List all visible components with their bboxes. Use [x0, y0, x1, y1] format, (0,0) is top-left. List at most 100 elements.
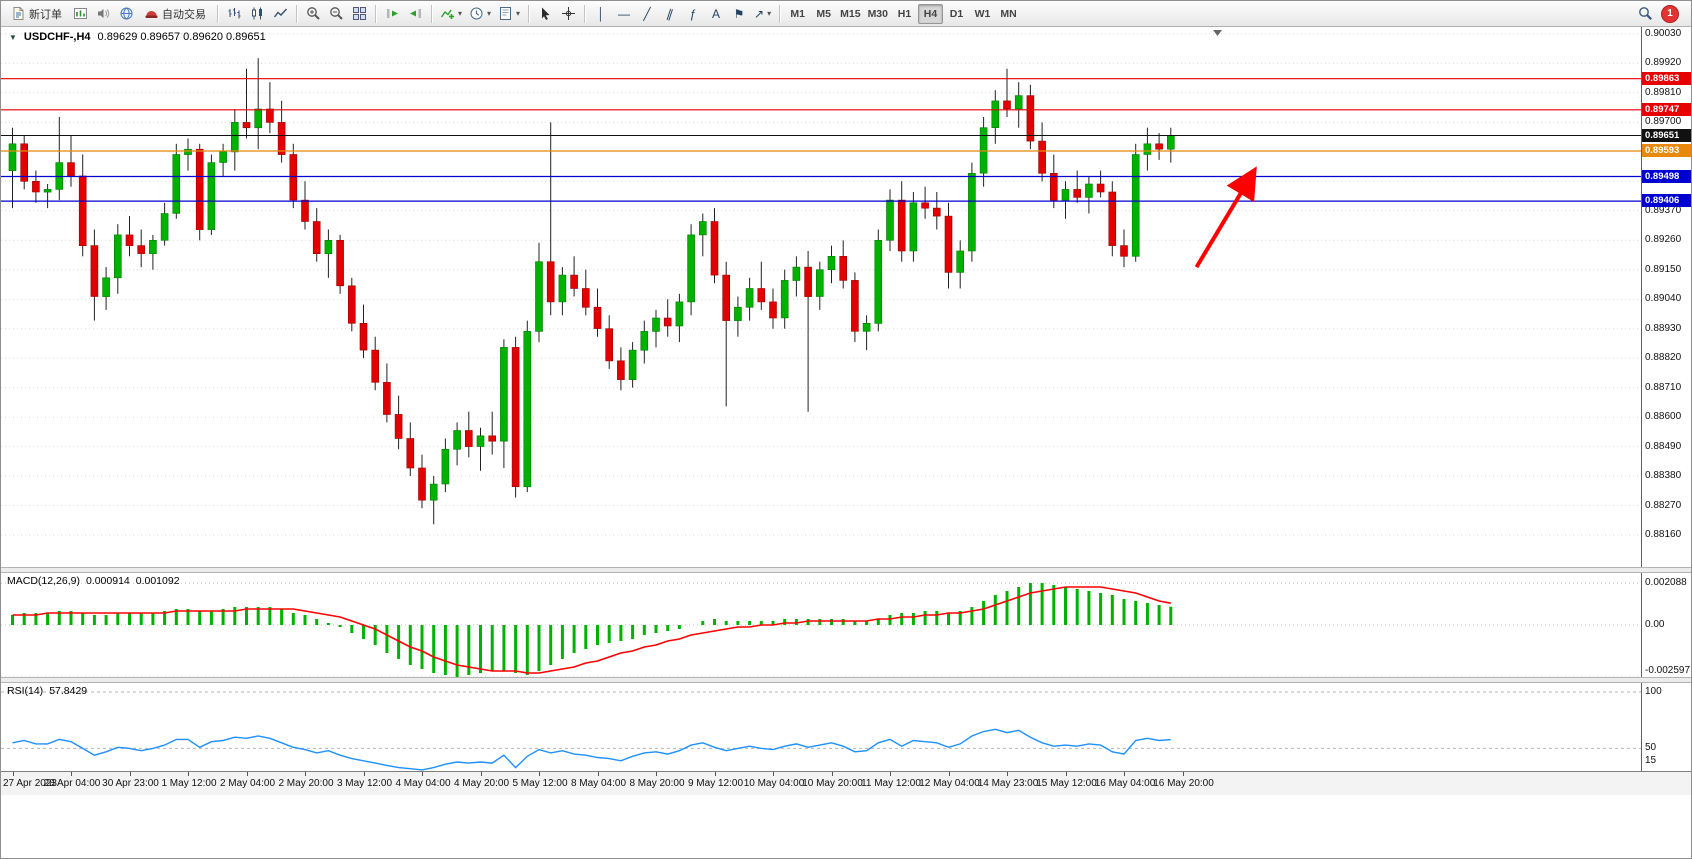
- sound-button[interactable]: [92, 4, 114, 24]
- periods-button[interactable]: ▾: [466, 4, 494, 24]
- tab-timeframe-w1[interactable]: W1: [974, 7, 991, 20]
- autotrading-button[interactable]: 自动交易: [138, 4, 212, 24]
- indicators-button[interactable]: ▾: [437, 4, 465, 24]
- zoom-in-button[interactable]: [302, 4, 324, 24]
- time-axis-tick: [714, 772, 716, 776]
- macd-axis-label: 0.002088: [1645, 577, 1687, 589]
- bar-chart-button[interactable]: [223, 4, 245, 24]
- time-axis-label: 11 May 12:00: [861, 778, 921, 789]
- time-axis-label: 4 May 04:00: [395, 778, 451, 789]
- panel-splitter[interactable]: [1, 567, 1691, 573]
- zoom-out-button[interactable]: [325, 4, 347, 24]
- notification-badge[interactable]: 1: [1661, 4, 1679, 23]
- time-axis-tick: [1007, 772, 1008, 776]
- price-level-tag: 0.89747: [1642, 102, 1691, 116]
- community-button[interactable]: [115, 4, 137, 24]
- chart-title: ▼ USDCHF-,H4 0.89629 0.89657 0.89620 0.8…: [9, 31, 266, 43]
- candlestick-plot[interactable]: [1, 27, 1641, 567]
- chart-shift-button[interactable]: [404, 4, 426, 24]
- tab-timeframe-d1[interactable]: D1: [949, 7, 964, 20]
- time-axis-label: 1 May 12:00: [161, 778, 217, 789]
- charts-button[interactable]: [69, 4, 91, 24]
- fibonacci-button[interactable]: ƒ: [682, 4, 704, 24]
- new-order-label: 新订单: [29, 8, 62, 21]
- rsi-panel[interactable]: RSI(14) 57.8429: [1, 683, 1641, 771]
- label-flag-icon: ⚑: [733, 6, 745, 21]
- auto-scroll-icon: [386, 9, 398, 18]
- channel-button[interactable]: ∥: [659, 4, 681, 24]
- chart-shift-marker[interactable]: [1213, 30, 1222, 36]
- price-axis-label: 0.89150: [1645, 263, 1682, 275]
- time-axis[interactable]: 27 Apr 2023 28 Apr 04:00 30 Apr 23:00 1 May…: [1, 771, 1691, 795]
- label-button[interactable]: ⚑: [728, 4, 750, 24]
- time-axis-tick: [1182, 772, 1184, 776]
- macd-plot[interactable]: [1, 573, 1641, 677]
- tab-timeframe-m1[interactable]: M1: [790, 7, 805, 20]
- fibonacci-icon: ƒ: [689, 6, 697, 21]
- chevron-down-icon: ▾: [458, 8, 463, 18]
- time-axis-label: 10 May 04:00: [743, 778, 805, 789]
- arrows-button[interactable]: ↗ ▾: [751, 4, 774, 24]
- time-axis-tick: [1065, 772, 1067, 776]
- time-axis-tick: [363, 772, 365, 776]
- main-chart-panel[interactable]: ▼ USDCHF-,H4 0.89629 0.89657 0.89620 0.8…: [1, 27, 1641, 567]
- crosshair-button[interactable]: [557, 4, 579, 24]
- price-axis-label: 0.89040: [1645, 293, 1682, 305]
- price-axis-label: 0.89810: [1645, 86, 1682, 98]
- time-axis-label: 3 May 12:00: [336, 778, 393, 789]
- price-axis-label: 0.88380: [1645, 470, 1682, 481]
- price-axis[interactable]: 0.900300.899200.898100.897000.895900.894…: [1641, 27, 1691, 771]
- templates-button[interactable]: ▾: [495, 4, 523, 24]
- tab-timeframe-m15[interactable]: M15: [840, 7, 861, 20]
- cursor-button[interactable]: [534, 4, 556, 24]
- horizontal-line-button[interactable]: —: [613, 4, 635, 24]
- time-axis-label: 28 Apr 04:00: [43, 778, 101, 789]
- trend-arrow-annotation[interactable]: [1194, 166, 1257, 269]
- price-axis-label: 0.88710: [1645, 381, 1682, 393]
- time-axis-label: 8 May 04:00: [570, 778, 627, 789]
- bottom-blank-area: [1, 795, 1691, 858]
- rsi-plot[interactable]: [1, 683, 1641, 771]
- time-axis-tick: [246, 772, 248, 776]
- tile-windows-button[interactable]: [348, 4, 370, 24]
- candlestick-chart-button[interactable]: [246, 4, 268, 24]
- price-axis-label: 0.89700: [1645, 116, 1682, 128]
- price-axis-label: 0.90030: [1645, 28, 1682, 39]
- horizontal-line-icon: —: [618, 6, 631, 21]
- rsi-title: RSI(14) 57.8429: [7, 685, 87, 697]
- price-level-tag: 0.89498: [1642, 169, 1691, 183]
- price-level-tag: 0.89406: [1642, 194, 1691, 208]
- auto-scroll-button[interactable]: [381, 4, 403, 24]
- search-button[interactable]: [1634, 4, 1656, 24]
- vertical-line-button[interactable]: │: [590, 4, 612, 24]
- text-button[interactable]: A: [705, 4, 727, 24]
- line-chart-button[interactable]: [269, 4, 291, 24]
- price-axis-label: 0.88600: [1645, 411, 1682, 423]
- chart-symbol-period: USDCHF-,H4: [23, 31, 91, 43]
- zoom-in-icon: [306, 7, 320, 20]
- tab-timeframe-h4[interactable]: H4: [918, 3, 943, 24]
- tile-windows-icon: [352, 7, 366, 20]
- macd-panel[interactable]: MACD(12,26,9) 0.000914 0.001092: [1, 573, 1641, 677]
- trendline-button[interactable]: ╱: [636, 4, 658, 24]
- new-order-icon: [13, 7, 24, 20]
- price-axis-label: 0.88930: [1645, 322, 1682, 334]
- chart-menu-caret-icon[interactable]: ▼: [9, 32, 17, 42]
- time-axis-tick: [948, 772, 950, 776]
- price-axis-label: 0.88820: [1645, 352, 1682, 364]
- template-icon: [500, 7, 512, 20]
- panel-splitter[interactable]: [1, 677, 1691, 683]
- autotrading-label: 自动交易: [162, 8, 206, 21]
- time-axis-label: 27 Apr 2023: [3, 778, 57, 789]
- tab-timeframe-m5[interactable]: M5: [816, 7, 831, 20]
- zoom-out-icon: [329, 7, 343, 20]
- time-axis-label: 16 May 20:00: [1153, 778, 1214, 789]
- price-axis-label: 0.89260: [1645, 234, 1682, 246]
- time-axis-tick: [305, 772, 306, 776]
- tab-timeframe-h1[interactable]: H1: [897, 7, 912, 20]
- toolbar-separator: [431, 4, 432, 23]
- tab-timeframe-m30[interactable]: M30: [867, 7, 888, 20]
- tab-timeframe-mn[interactable]: MN: [1000, 7, 1017, 20]
- toolbar-separator: [375, 4, 376, 23]
- new-order-button[interactable]: 新订单: [5, 4, 68, 24]
